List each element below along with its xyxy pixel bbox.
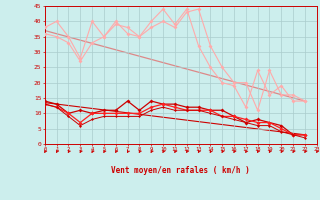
X-axis label: Vent moyen/en rafales ( km/h ): Vent moyen/en rafales ( km/h ) (111, 166, 250, 175)
